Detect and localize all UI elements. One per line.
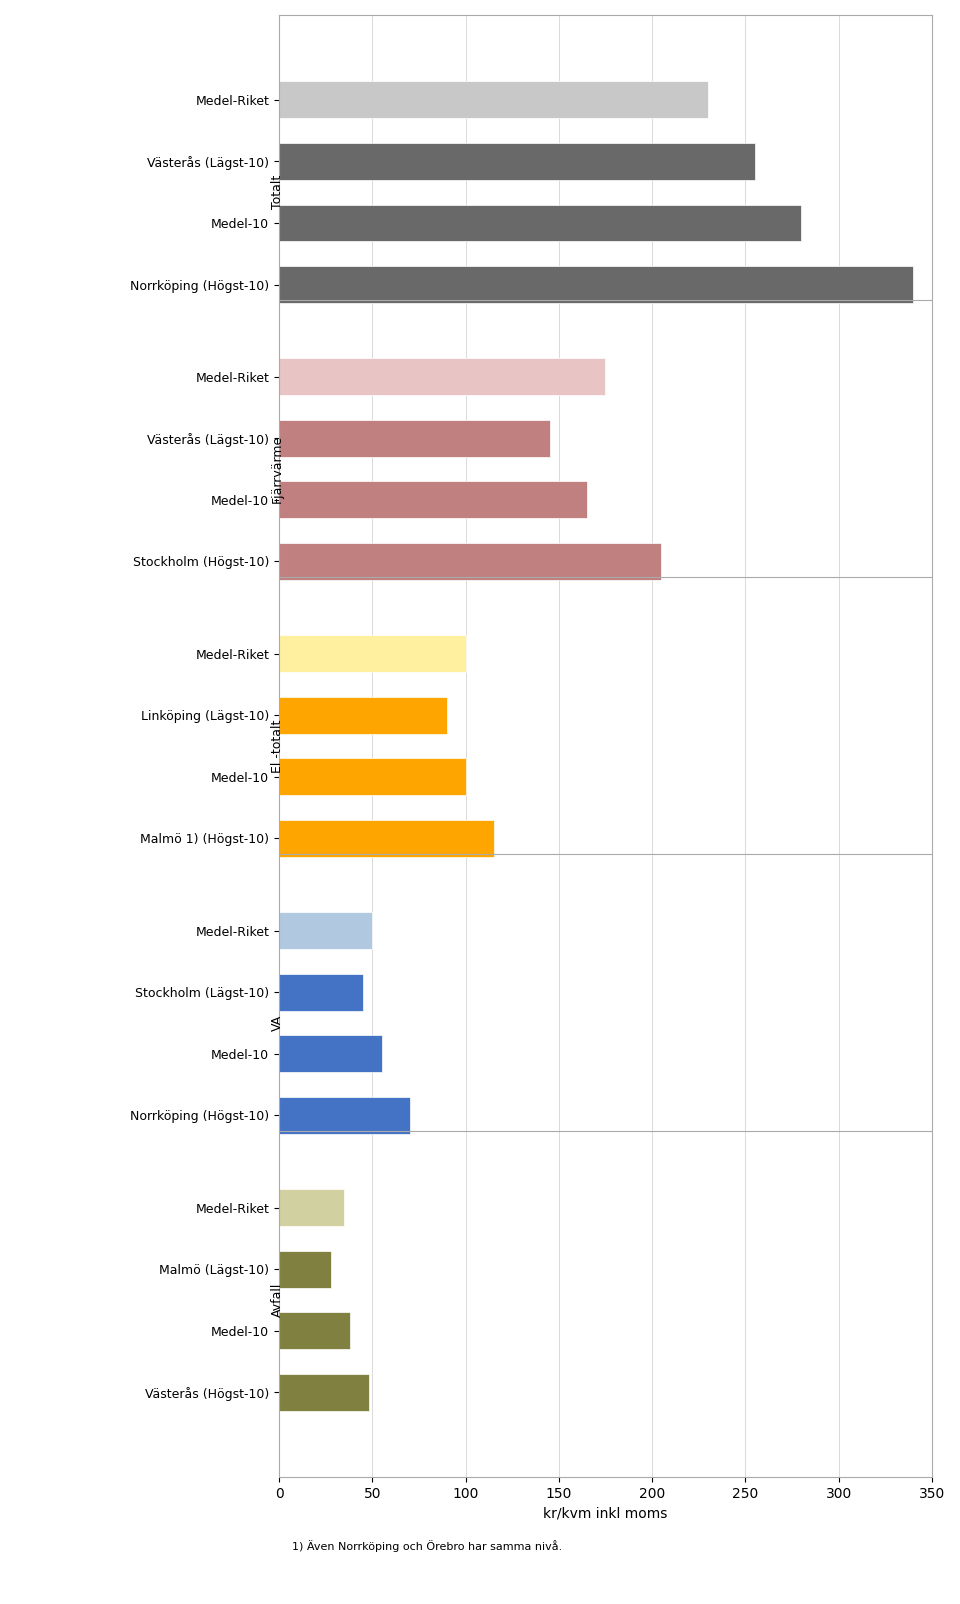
Bar: [279, 974, 363, 1011]
Text: Avfall: Avfall: [271, 1283, 284, 1317]
Bar: [279, 1097, 410, 1134]
Bar: [279, 1251, 331, 1288]
Bar: [279, 1189, 345, 1225]
X-axis label: kr/kvm inkl moms: kr/kvm inkl moms: [543, 1506, 667, 1521]
Bar: [279, 266, 913, 303]
Bar: [279, 820, 493, 857]
Bar: [279, 913, 372, 950]
Bar: [279, 1373, 369, 1410]
Bar: [279, 1035, 382, 1071]
Bar: [279, 82, 708, 119]
Bar: [279, 635, 466, 672]
Bar: [279, 358, 606, 395]
Bar: [279, 759, 466, 796]
Bar: [279, 544, 661, 581]
Bar: [279, 696, 447, 733]
Text: 1) Även Norrköping och Örebro har samma nivå.: 1) Även Norrköping och Örebro har samma …: [292, 1540, 563, 1553]
Text: Fjärrvärme: Fjärrvärme: [271, 435, 284, 504]
Bar: [279, 143, 755, 180]
Text: Totalt: Totalt: [271, 175, 284, 210]
Bar: [279, 481, 587, 518]
Bar: [279, 420, 549, 457]
Bar: [279, 1312, 350, 1349]
Text: VA: VA: [271, 1015, 284, 1031]
Bar: [279, 205, 802, 242]
Text: El -totalt: El -totalt: [271, 719, 284, 773]
